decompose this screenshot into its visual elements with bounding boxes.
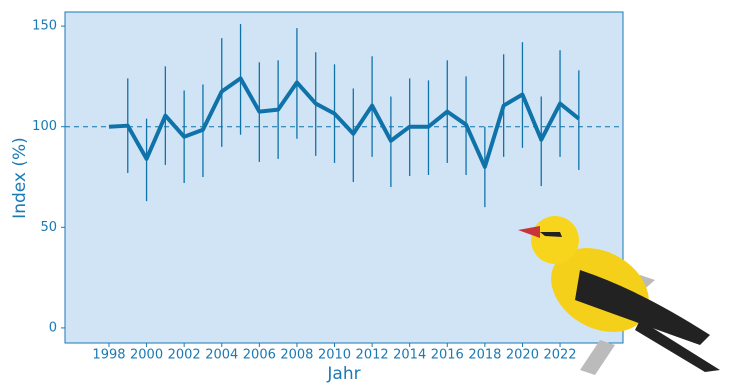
x-tick-label: 2020: [506, 348, 539, 363]
x-tick-label: 2010: [318, 348, 351, 363]
y-tick-label: 150: [32, 19, 57, 34]
x-tick-label: 2008: [280, 348, 313, 363]
x-tick-label: 2006: [243, 348, 276, 363]
x-tick-label: 2022: [543, 348, 576, 363]
x-axis-label: Jahr: [326, 364, 360, 384]
x-tick-label: 2000: [130, 348, 163, 363]
y-axis-label: Index (%): [10, 137, 30, 219]
x-tick-label: 1998: [92, 348, 125, 363]
x-tick-label: 2002: [168, 348, 201, 363]
y-tick-label: 0: [49, 320, 57, 335]
x-tick-label: 2012: [356, 348, 389, 363]
y-tick-label: 50: [40, 220, 57, 235]
x-tick-label: 2004: [205, 348, 238, 363]
y-tick-label: 100: [32, 119, 57, 134]
x-tick-label: 2016: [431, 348, 464, 363]
plot-area: [65, 12, 623, 343]
x-tick-label: 2014: [393, 348, 426, 363]
chart: Jahr Index (%) 0 50 100 150 1998 2000 2002 2004…: [0, 0, 747, 387]
x-tick-label: 2018: [468, 348, 501, 363]
